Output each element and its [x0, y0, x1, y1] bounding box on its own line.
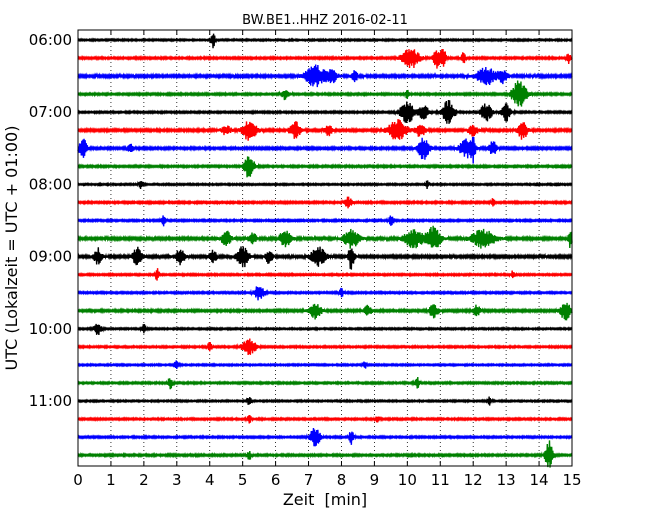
y-tick-label-5: 11:00 — [29, 392, 72, 410]
x-tick-label-14: 14 — [530, 471, 549, 489]
trace-1130 — [77, 427, 573, 447]
trace-0800 — [77, 180, 573, 189]
trace-0915 — [77, 268, 573, 281]
trace-1145 — [77, 440, 573, 468]
trace-0930 — [77, 286, 573, 301]
trace-0845 — [77, 225, 573, 249]
x-tick-label-3: 3 — [172, 471, 182, 489]
plot-frame — [77, 29, 573, 467]
trace-0815 — [77, 196, 573, 209]
chart-title: BW.BE1..HHZ 2016-02-11 — [242, 13, 408, 28]
trace-1030 — [77, 360, 573, 370]
trace-0900 — [77, 246, 573, 270]
trace-0730 — [77, 136, 573, 164]
x-tick-label-6: 6 — [271, 471, 281, 489]
y-tick-label-4: 10:00 — [29, 320, 72, 338]
x-tick-label-8: 8 — [337, 471, 347, 489]
x-tick-label-7: 7 — [304, 471, 314, 489]
trace-0745 — [77, 156, 573, 178]
trace-0630 — [77, 64, 573, 88]
seismic-traces — [77, 33, 573, 468]
x-tick-label-15: 15 — [562, 471, 581, 489]
x-tick-label-12: 12 — [464, 471, 483, 489]
x-tick-label-1: 1 — [106, 471, 116, 489]
x-tick-label-5: 5 — [238, 471, 248, 489]
trace-1015 — [77, 338, 573, 355]
x-tick-label-4: 4 — [205, 471, 215, 489]
trace-1045 — [77, 376, 573, 390]
trace-0715 — [77, 119, 573, 141]
trace-0645 — [77, 80, 573, 107]
x-tick-label-11: 11 — [431, 471, 450, 489]
y-axis-ticks: 06:00 07:00 08:00 09:00 10:00 11:00 — [29, 31, 572, 410]
trace-1000 — [77, 323, 573, 335]
trace-0830 — [77, 215, 573, 227]
y-tick-label-1: 07:00 — [29, 103, 72, 121]
x-tick-label-2: 2 — [139, 471, 149, 489]
trace-0945 — [77, 302, 573, 321]
y-tick-label-3: 09:00 — [29, 248, 72, 266]
x-tick-label-0: 0 — [73, 471, 83, 489]
y-tick-label-0: 06:00 — [29, 31, 72, 49]
y-tick-label-2: 08:00 — [29, 175, 72, 193]
x-axis-label: Zeit [min] — [283, 490, 367, 509]
trace-0615 — [77, 48, 573, 69]
y-axis-label: UTC (Lokalzeit = UTC + 01:00) — [2, 126, 21, 371]
x-tick-label-13: 13 — [497, 471, 516, 489]
trace-0700 — [77, 100, 573, 124]
x-tick-label-9: 9 — [370, 471, 380, 489]
trace-1100 — [77, 396, 573, 406]
trace-1115 — [77, 414, 573, 424]
x-axis-ticks: 0 1 2 3 4 5 6 7 8 9 10 11 12 13 14 15 — [73, 30, 582, 489]
x-tick-label-10: 10 — [398, 471, 417, 489]
trace-0600 — [77, 33, 573, 49]
